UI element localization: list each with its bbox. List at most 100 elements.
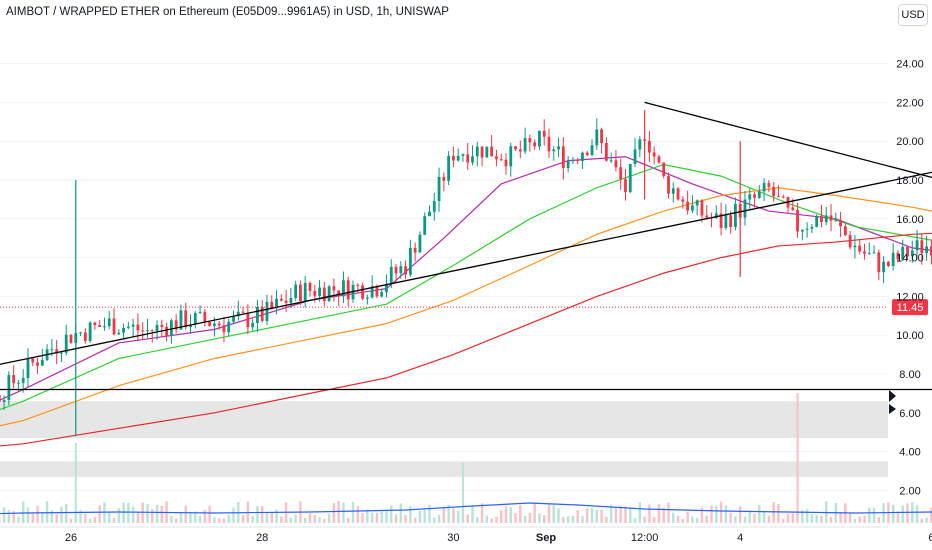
- candle-body: [533, 142, 537, 147]
- x-tick-label: 28: [256, 532, 268, 544]
- candle-body: [337, 290, 341, 297]
- candle-body: [50, 349, 54, 351]
- volume-bar: [174, 518, 178, 523]
- candle-body: [241, 311, 245, 313]
- candle-body: [93, 322, 97, 326]
- candle-body: [691, 205, 694, 211]
- volume-bar: [748, 511, 751, 523]
- volume-bar: [495, 516, 498, 523]
- candle-body: [762, 183, 766, 192]
- candle-body: [294, 284, 298, 299]
- volume-bar: [810, 514, 814, 523]
- volume-bar: [270, 511, 273, 523]
- volume-bar: [576, 510, 579, 523]
- volume-bar: [227, 514, 230, 523]
- volume-bar: [327, 513, 331, 523]
- volume-bar: [782, 518, 785, 523]
- volume-bar: [241, 515, 245, 523]
- volume-bar: [31, 512, 34, 523]
- candle-body: [700, 200, 704, 216]
- volume-bar: [743, 516, 747, 523]
- volume-bar: [433, 517, 436, 523]
- candle-body: [79, 332, 82, 334]
- x-tick-label: Sep: [536, 532, 556, 544]
- candle-body: [303, 283, 307, 302]
- volume-bar: [772, 502, 775, 523]
- candle-body: [552, 149, 556, 152]
- volume-bar: [920, 518, 924, 523]
- candle-body: [437, 176, 441, 202]
- volume-bar: [390, 505, 393, 523]
- candle-body: [184, 310, 188, 328]
- candle-body: [901, 246, 905, 260]
- candle-body: [872, 252, 876, 254]
- y-tick-label: 2.00: [899, 485, 920, 497]
- volume-bar: [715, 505, 718, 523]
- candle-body: [815, 216, 819, 227]
- candle-body: [925, 246, 929, 254]
- volume-bar: [566, 516, 570, 523]
- candle-body: [217, 323, 221, 326]
- candle-body: [628, 163, 632, 193]
- volume-bar: [256, 506, 259, 523]
- candle-body: [203, 311, 207, 322]
- candle-body: [17, 382, 20, 384]
- volume-bar: [758, 504, 761, 523]
- volume-bar: [117, 508, 120, 523]
- candle-body: [882, 261, 885, 273]
- volume-bar: [877, 516, 881, 523]
- currency-button[interactable]: USD: [898, 4, 928, 26]
- candle-body: [523, 138, 527, 152]
- volume-bar: [509, 507, 512, 523]
- volume-bar: [695, 517, 699, 523]
- candle-body: [858, 245, 862, 252]
- volume-bar: [872, 508, 876, 523]
- candle-body: [581, 152, 584, 162]
- candle-body: [40, 360, 44, 366]
- volume-bar: [562, 516, 565, 523]
- candle-body: [891, 252, 895, 267]
- volume-bar: [375, 513, 379, 523]
- candle-body: [619, 167, 623, 180]
- volume-bar: [686, 511, 689, 523]
- candle-body: [896, 252, 900, 260]
- scale-arrows-icon: [889, 390, 896, 414]
- volume-bar: [700, 507, 704, 523]
- volume-bar: [65, 504, 68, 523]
- volume-bar: [442, 506, 446, 523]
- volume-bar: [437, 514, 441, 523]
- candle-body: [791, 207, 795, 210]
- candle-body: [365, 297, 369, 299]
- candle-body: [757, 191, 761, 198]
- candle-body: [361, 285, 364, 299]
- candle-body: [906, 246, 909, 257]
- volume-bar: [476, 517, 479, 523]
- y-tick-label: 16.00: [896, 214, 924, 226]
- candle-body: [910, 250, 914, 257]
- candle-body: [308, 283, 312, 291]
- volume-bar: [342, 502, 345, 523]
- volume-bar: [380, 511, 383, 523]
- volume-bar: [136, 511, 140, 523]
- candle-body: [719, 213, 723, 228]
- candle-body: [538, 130, 541, 147]
- candle-body: [64, 334, 68, 353]
- y-tick-label: 6.00: [899, 408, 920, 420]
- candle-body: [222, 325, 226, 333]
- volume-bar: [891, 504, 895, 523]
- candle-body: [7, 375, 11, 401]
- volume-spike: [74, 443, 77, 523]
- volume-bar: [480, 503, 484, 523]
- candle-body: [332, 286, 336, 291]
- candle-body: [256, 306, 259, 323]
- volume-bar: [194, 511, 197, 523]
- candle-body: [275, 298, 278, 309]
- volume-bar: [170, 515, 173, 523]
- candle-body: [456, 155, 460, 161]
- candle-body: [189, 324, 192, 328]
- candle-body: [107, 318, 111, 327]
- candle-body: [848, 235, 852, 248]
- candle-body: [83, 332, 87, 341]
